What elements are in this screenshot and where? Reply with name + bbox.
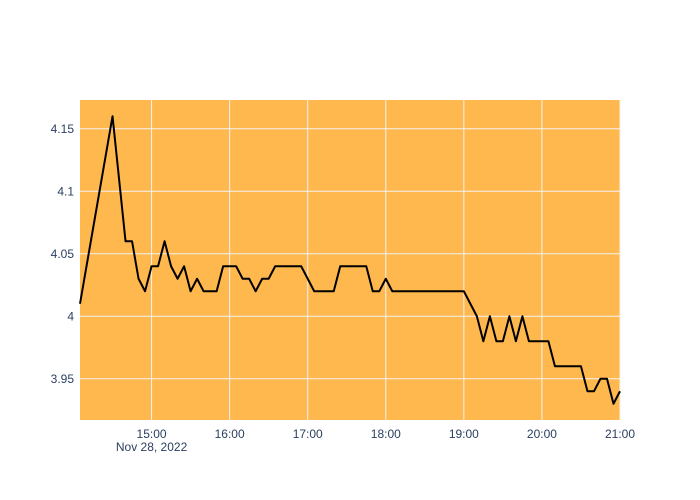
x-tick-label: 18:00 bbox=[371, 427, 401, 441]
x-tick-label: 21:00 bbox=[605, 427, 635, 441]
series-layer bbox=[79, 115, 621, 405]
x-tick-label: 15:00 bbox=[137, 427, 167, 441]
series-line bbox=[79, 115, 621, 405]
x-tick-label: 20:00 bbox=[527, 427, 557, 441]
y-tick-label: 4.1 bbox=[57, 184, 74, 198]
x-tick-label: 16:00 bbox=[215, 427, 245, 441]
y-tick-label: 4.15 bbox=[51, 122, 75, 136]
x-tick-label: 19:00 bbox=[449, 427, 479, 441]
y-tick-label: 4 bbox=[67, 309, 74, 323]
x-tick-date-label: Nov 28, 2022 bbox=[116, 440, 188, 454]
y-tick-label: 4.05 bbox=[51, 247, 75, 261]
x-tick-label: 17:00 bbox=[293, 427, 323, 441]
plot-background bbox=[80, 100, 620, 420]
gridlines bbox=[80, 100, 621, 420]
y-axis-tick-labels: 3.95 4 4.05 4.1 4.15 bbox=[51, 122, 75, 386]
y-tick-label: 3.95 bbox=[51, 372, 75, 386]
